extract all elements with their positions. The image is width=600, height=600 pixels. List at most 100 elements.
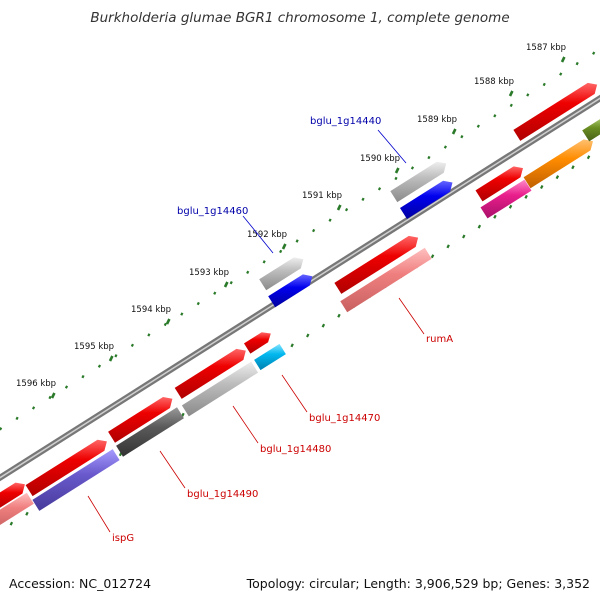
major-tick xyxy=(165,318,171,325)
minor-tick xyxy=(526,93,530,97)
minor-tick xyxy=(279,249,283,254)
tick-label: 1596 kbp xyxy=(16,379,56,389)
minor-tick xyxy=(81,374,85,379)
minor-tick xyxy=(147,333,151,337)
minor-tick xyxy=(64,385,69,389)
gene-label-text: bglu_1g14480 xyxy=(260,444,331,455)
major-tick xyxy=(451,128,457,135)
gene-feature[interactable] xyxy=(340,247,432,313)
minor-tick xyxy=(130,343,134,348)
gene-label-text: ispG xyxy=(112,533,134,544)
major-tick xyxy=(50,392,56,399)
map-title: Burkholderia glumae BGR1 chromosome 1, c… xyxy=(90,10,510,26)
genome-summary-text: Topology: circular; Length: 3,906,529 bp… xyxy=(246,576,590,591)
major-tick xyxy=(108,355,114,362)
minor-tick xyxy=(163,322,167,327)
tick-label: 1591 kbp xyxy=(302,191,342,201)
gene-label-text: bglu_1g14440 xyxy=(310,116,381,127)
gene-feature[interactable] xyxy=(475,166,524,202)
gene-label-text: bglu_1g14470 xyxy=(309,413,380,424)
tick-label: 1589 kbp xyxy=(417,115,457,125)
minor-tick xyxy=(48,395,52,400)
gene-label-bglu_1g14460[interactable]: bglu_1g14460 xyxy=(177,206,274,254)
gene-label-bglu_1g14470[interactable]: bglu_1g14470 xyxy=(281,374,380,424)
major-tick xyxy=(394,167,400,174)
tick-label: 1593 kbp xyxy=(189,268,229,278)
gene-label-text: bglu_1g14490 xyxy=(187,489,258,500)
minor-tick xyxy=(328,218,332,222)
gene-feature[interactable] xyxy=(334,235,419,294)
minor-tick xyxy=(460,134,464,139)
minor-tick xyxy=(246,270,250,274)
gene-feature[interactable] xyxy=(513,82,598,141)
tick-label: 1594 kbp xyxy=(131,305,171,315)
minor-tick xyxy=(427,155,431,160)
gene-feature[interactable] xyxy=(259,257,304,291)
major-tick xyxy=(281,243,287,250)
accession-text: Accession: NC_012724 xyxy=(9,576,152,591)
gene-label-text: bglu_1g14460 xyxy=(177,206,248,217)
minor-tick xyxy=(524,194,528,199)
minor-tick xyxy=(180,312,184,316)
gene-feature[interactable] xyxy=(116,407,184,457)
gene-feature[interactable] xyxy=(174,348,246,399)
tick-label: 1595 kbp xyxy=(74,342,114,352)
gene-label-ispg[interactable]: ispG xyxy=(87,495,134,544)
gene-label-bglu_1g14480[interactable]: bglu_1g14480 xyxy=(232,405,331,455)
gene-feature[interactable] xyxy=(32,449,120,511)
gene-feature[interactable] xyxy=(25,439,107,497)
gene-feature[interactable] xyxy=(523,139,593,189)
tick-label: 1588 kbp xyxy=(474,77,514,87)
gene-feature[interactable] xyxy=(244,332,271,354)
gene-label-bglu_1g14440[interactable]: bglu_1g14440 xyxy=(310,116,407,164)
minor-tick xyxy=(361,197,365,201)
minor-tick xyxy=(555,175,560,180)
gene-feature[interactable] xyxy=(400,180,453,219)
gene-label-bglu_1g14490[interactable]: bglu_1g14490 xyxy=(159,450,258,500)
gene-feature[interactable] xyxy=(268,274,313,308)
gene-feature[interactable] xyxy=(0,492,34,530)
minor-tick xyxy=(443,145,447,149)
minor-tick xyxy=(229,281,233,285)
minor-tick xyxy=(592,51,596,55)
gene-feature[interactable] xyxy=(108,397,173,443)
minor-tick xyxy=(290,343,294,348)
tick-label: 1592 kbp xyxy=(247,230,287,240)
minor-tick xyxy=(15,416,19,421)
minor-tick xyxy=(344,208,349,212)
minor-tick xyxy=(394,176,398,181)
gene-feature[interactable] xyxy=(480,179,532,219)
minor-tick xyxy=(477,224,482,229)
minor-tick xyxy=(0,427,3,431)
minor-tick xyxy=(377,187,382,191)
gene-feature[interactable] xyxy=(390,161,447,203)
minor-tick xyxy=(321,323,326,328)
gene-feature[interactable] xyxy=(582,119,600,142)
major-tick xyxy=(560,56,566,63)
minor-tick xyxy=(312,228,316,233)
major-tick xyxy=(223,281,229,288)
minor-tick xyxy=(446,244,450,249)
minor-tick xyxy=(31,406,36,410)
minor-tick xyxy=(213,291,217,295)
minor-tick xyxy=(181,412,185,417)
minor-tick xyxy=(25,511,29,516)
gene-label-ruma[interactable]: rumA xyxy=(398,297,453,345)
minor-tick xyxy=(540,185,544,189)
tick-label: 1587 kbp xyxy=(526,43,566,53)
minor-tick xyxy=(575,61,579,66)
gene-feature[interactable] xyxy=(0,482,25,512)
major-tick xyxy=(336,204,342,211)
minor-tick xyxy=(337,313,341,318)
gene-feature[interactable] xyxy=(181,361,259,417)
minor-tick xyxy=(262,260,266,264)
minor-tick xyxy=(430,254,435,259)
minor-tick xyxy=(493,114,497,118)
minor-tick xyxy=(559,72,563,76)
minor-tick xyxy=(410,166,415,170)
minor-tick xyxy=(509,103,513,108)
gene-feature[interactable] xyxy=(254,343,286,371)
minor-tick xyxy=(295,239,299,243)
minor-tick xyxy=(508,204,513,209)
